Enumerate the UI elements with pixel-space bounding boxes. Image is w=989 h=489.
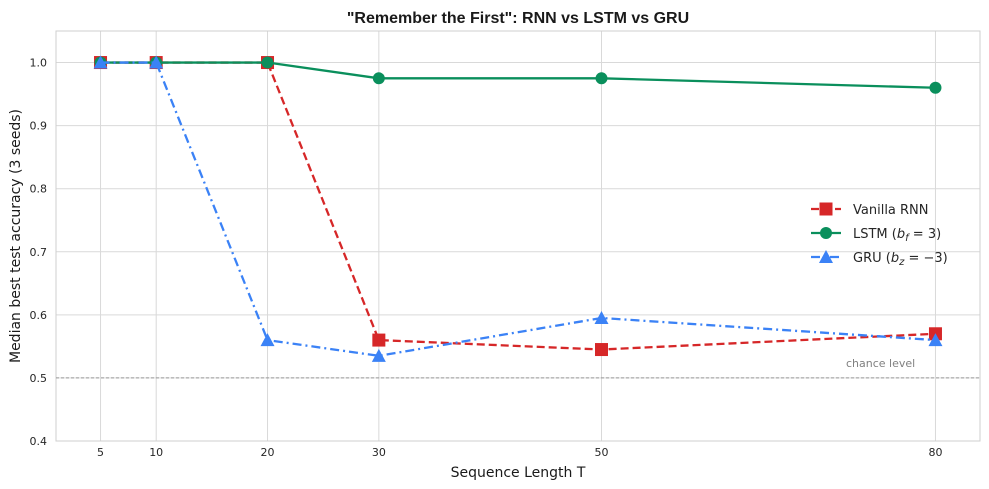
legend-marker <box>820 227 832 239</box>
y-tick-label: 0.4 <box>30 435 48 448</box>
data-point-gru <box>149 55 164 69</box>
y-axis-label: Median best test accuracy (3 seeds) <box>8 109 24 363</box>
legend-marker <box>819 202 833 216</box>
data-point-gru <box>260 333 275 347</box>
legend-label-suffix: = −3) <box>904 251 947 266</box>
legend-label-symbol: b <box>897 227 905 242</box>
y-tick-label: 0.9 <box>30 120 48 133</box>
data-point-vanilla-rnn <box>372 333 386 347</box>
series-layer <box>93 55 943 362</box>
data-point-gru <box>371 348 386 362</box>
chart-title: "Remember the First": RNN vs LSTM vs GRU <box>347 10 689 27</box>
legend-item-gru: GRU (bz = −3) <box>811 250 948 268</box>
data-point-lstm <box>929 81 942 94</box>
legend-label-prefix: LSTM ( <box>853 227 897 242</box>
legend-label-subscript: z <box>898 257 905 268</box>
legend-marker <box>819 250 833 263</box>
legend-label-suffix: = 3) <box>909 227 942 242</box>
legend-item-lstm: LSTM (bf = 3) <box>811 227 941 244</box>
legend-label: LSTM (bf = 3) <box>853 227 941 244</box>
x-tick-label: 5 <box>97 446 104 459</box>
y-tick-label: 0.8 <box>30 183 48 196</box>
data-point-gru <box>93 55 108 69</box>
data-point-vanilla-rnn <box>594 343 608 357</box>
chance-level-label: chance level <box>846 357 915 370</box>
x-tick-label: 80 <box>928 446 942 459</box>
data-point-lstm <box>261 56 274 69</box>
plot-frame <box>55 30 981 442</box>
series-gru <box>93 55 943 362</box>
series-line-gru <box>100 61 936 357</box>
legend-label-symbol: b <box>891 251 899 266</box>
data-point-gru <box>928 333 943 347</box>
x-tick-labels: 5 10 20 30 50 80 <box>97 446 942 459</box>
y-tick-label: 0.5 <box>30 372 48 385</box>
y-tick-labels: 0.4 0.5 0.6 0.7 0.8 0.9 1.0 <box>30 57 48 448</box>
x-tick-label: 50 <box>594 446 608 459</box>
x-tick-label: 30 <box>372 446 386 459</box>
legend-label: GRU (bz = −3) <box>853 251 948 268</box>
data-point-lstm <box>595 72 608 85</box>
data-point-gru <box>594 311 609 324</box>
grid <box>56 31 980 442</box>
x-axis-label: Sequence Length T <box>451 465 586 481</box>
x-tick-label: 10 <box>149 446 163 459</box>
y-tick-label: 0.6 <box>30 309 48 322</box>
x-tick-label: 20 <box>261 446 275 459</box>
legend-label: Vanilla RNN <box>853 203 929 218</box>
legend-label-subscript: f <box>905 233 910 244</box>
data-point-lstm <box>372 72 385 85</box>
series-line-vanilla-rnn <box>100 61 936 351</box>
y-tick-label: 0.7 <box>30 246 48 259</box>
y-tick-label: 1.0 <box>30 57 48 70</box>
legend-item-vanilla-rnn: Vanilla RNN <box>811 202 929 218</box>
legend-label-prefix: GRU ( <box>853 251 891 266</box>
